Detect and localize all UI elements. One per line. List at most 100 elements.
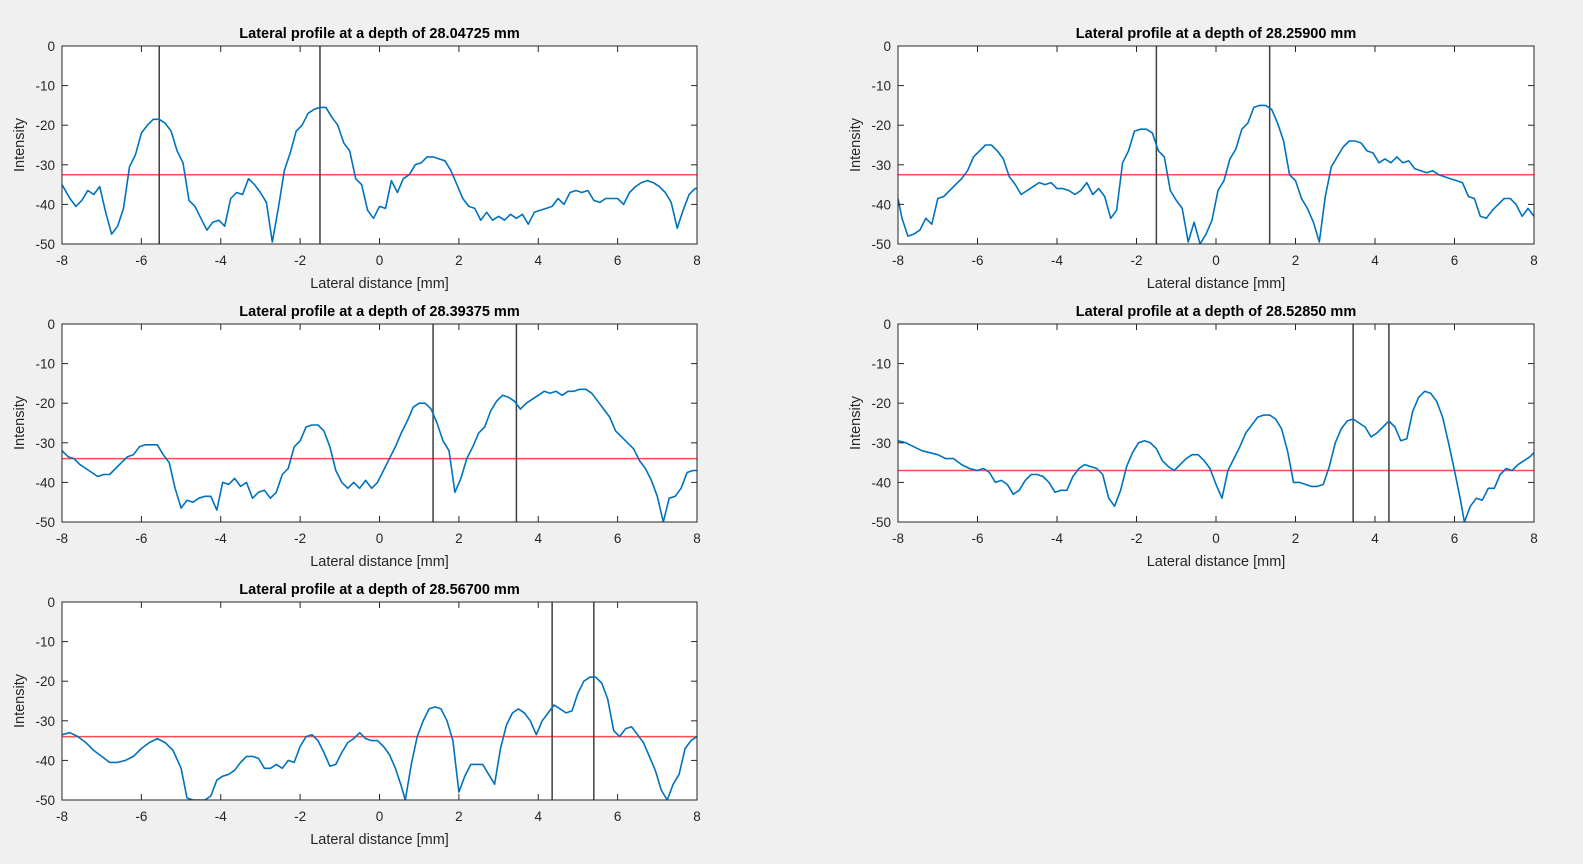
subplot-title: Lateral profile at a depth of 28.52850 m…	[1076, 304, 1356, 320]
x-tick-label: 0	[376, 531, 384, 546]
y-tick-label: 0	[47, 39, 55, 54]
y-tick-label: -50	[35, 515, 55, 530]
x-tick-label: -6	[971, 531, 983, 546]
plot-area	[62, 46, 697, 244]
y-tick-label: -20	[35, 118, 55, 133]
y-tick-label: -50	[35, 793, 55, 808]
x-tick-label: -2	[294, 809, 306, 824]
subplot-title: Lateral profile at a depth of 28.39375 m…	[239, 304, 519, 320]
y-axis-label: Intensity	[848, 117, 864, 172]
x-tick-label: 4	[534, 531, 542, 546]
x-tick-label: -4	[215, 531, 227, 546]
x-tick-label: 2	[455, 531, 463, 546]
y-tick-label: -40	[35, 753, 55, 768]
y-tick-label: -30	[35, 714, 55, 729]
x-tick-label: 8	[693, 253, 701, 268]
x-tick-label: -8	[56, 809, 68, 824]
y-axis-label: Intensity	[848, 395, 864, 450]
y-tick-label: -40	[35, 197, 55, 212]
x-tick-label: -2	[1130, 253, 1142, 268]
x-tick-label: -2	[294, 253, 306, 268]
x-axis-label: Lateral distance [mm]	[1147, 554, 1286, 570]
y-tick-label: -10	[871, 79, 891, 94]
x-axis-label: Lateral distance [mm]	[1147, 276, 1286, 292]
y-tick-label: 0	[883, 39, 891, 54]
x-axis-label: Lateral distance [mm]	[310, 554, 449, 570]
x-tick-label: 8	[693, 531, 701, 546]
y-tick-label: -30	[35, 158, 55, 173]
y-tick-label: -10	[35, 79, 55, 94]
x-tick-label: 6	[614, 253, 622, 268]
subplot-title: Lateral profile at a depth of 28.04725 m…	[239, 26, 519, 42]
x-tick-label: -8	[56, 531, 68, 546]
y-tick-label: -30	[871, 436, 891, 451]
x-tick-label: 2	[1292, 253, 1300, 268]
profile-series-line	[62, 106, 697, 243]
x-tick-label: 8	[1530, 531, 1538, 546]
plot-area	[898, 46, 1534, 244]
x-tick-label: 6	[1451, 253, 1459, 268]
y-axis-label: Intensity	[12, 395, 28, 450]
subplot-title: Lateral profile at a depth of 28.25900 m…	[1076, 26, 1356, 42]
x-tick-label: 0	[376, 253, 384, 268]
profile-series-line	[898, 104, 1534, 244]
x-axis-label: Lateral distance [mm]	[310, 276, 449, 292]
y-tick-label: -50	[35, 237, 55, 252]
y-tick-label: -50	[871, 515, 891, 530]
subplot-title: Lateral profile at a depth of 28.56700 m…	[239, 582, 519, 598]
y-tick-label: -40	[871, 197, 891, 212]
x-tick-label: -6	[135, 809, 147, 824]
y-tick-label: -10	[35, 635, 55, 650]
y-tick-label: -30	[35, 436, 55, 451]
y-tick-label: -40	[35, 475, 55, 490]
y-tick-label: -30	[871, 158, 891, 173]
x-tick-label: -4	[1051, 531, 1063, 546]
plot-area	[898, 324, 1534, 522]
x-tick-label: 4	[1371, 253, 1379, 268]
profile-series-line	[898, 390, 1534, 522]
x-tick-label: 6	[1451, 531, 1459, 546]
y-tick-label: -10	[871, 357, 891, 372]
x-tick-label: 2	[1292, 531, 1300, 546]
x-tick-label: -6	[971, 253, 983, 268]
x-tick-label: 8	[693, 809, 701, 824]
y-tick-label: -20	[871, 396, 891, 411]
y-tick-label: -50	[871, 237, 891, 252]
x-tick-label: -4	[215, 809, 227, 824]
y-tick-label: 0	[47, 595, 55, 610]
x-axis-label: Lateral distance [mm]	[310, 832, 449, 848]
y-tick-label: -20	[871, 118, 891, 133]
x-tick-label: 2	[455, 809, 463, 824]
x-tick-label: -2	[294, 531, 306, 546]
x-tick-label: 6	[614, 809, 622, 824]
y-axis-label: Intensity	[12, 673, 28, 728]
x-tick-label: 8	[1530, 253, 1538, 268]
x-tick-label: -2	[1130, 531, 1142, 546]
x-tick-label: 4	[534, 253, 542, 268]
x-tick-label: -6	[135, 531, 147, 546]
x-tick-label: 4	[534, 809, 542, 824]
y-tick-label: -40	[871, 475, 891, 490]
y-tick-label: -20	[35, 396, 55, 411]
x-tick-label: 0	[1212, 253, 1220, 268]
x-tick-label: -6	[135, 253, 147, 268]
x-tick-label: -4	[215, 253, 227, 268]
y-tick-label: -20	[35, 674, 55, 689]
plot-area	[62, 324, 697, 522]
x-tick-label: 6	[614, 531, 622, 546]
x-tick-label: -8	[892, 253, 904, 268]
plot-area	[62, 602, 697, 800]
x-tick-label: 2	[455, 253, 463, 268]
profile-series-line	[62, 388, 697, 522]
x-tick-label: 4	[1371, 531, 1379, 546]
x-tick-label: -4	[1051, 253, 1063, 268]
x-tick-label: -8	[56, 253, 68, 268]
y-tick-label: 0	[47, 317, 55, 332]
x-tick-label: -8	[892, 531, 904, 546]
